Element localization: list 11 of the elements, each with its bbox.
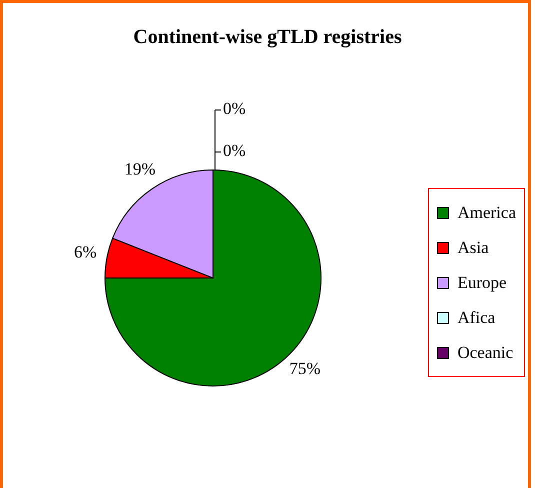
legend-label: America — [457, 202, 516, 222]
data-label: 19% — [124, 159, 156, 178]
legend-label: Europe — [457, 272, 507, 292]
data-label: 6% — [74, 242, 97, 262]
data-label: 75% — [289, 358, 321, 378]
text: 0% — [223, 140, 246, 160]
legend-label: Oceanic — [457, 342, 514, 362]
text: 0% — [223, 98, 246, 118]
chart-title: Continent-wise gTLD registries — [132, 26, 403, 49]
legend-label: Asia — [457, 238, 489, 258]
legend-label: Afica — [457, 308, 496, 328]
